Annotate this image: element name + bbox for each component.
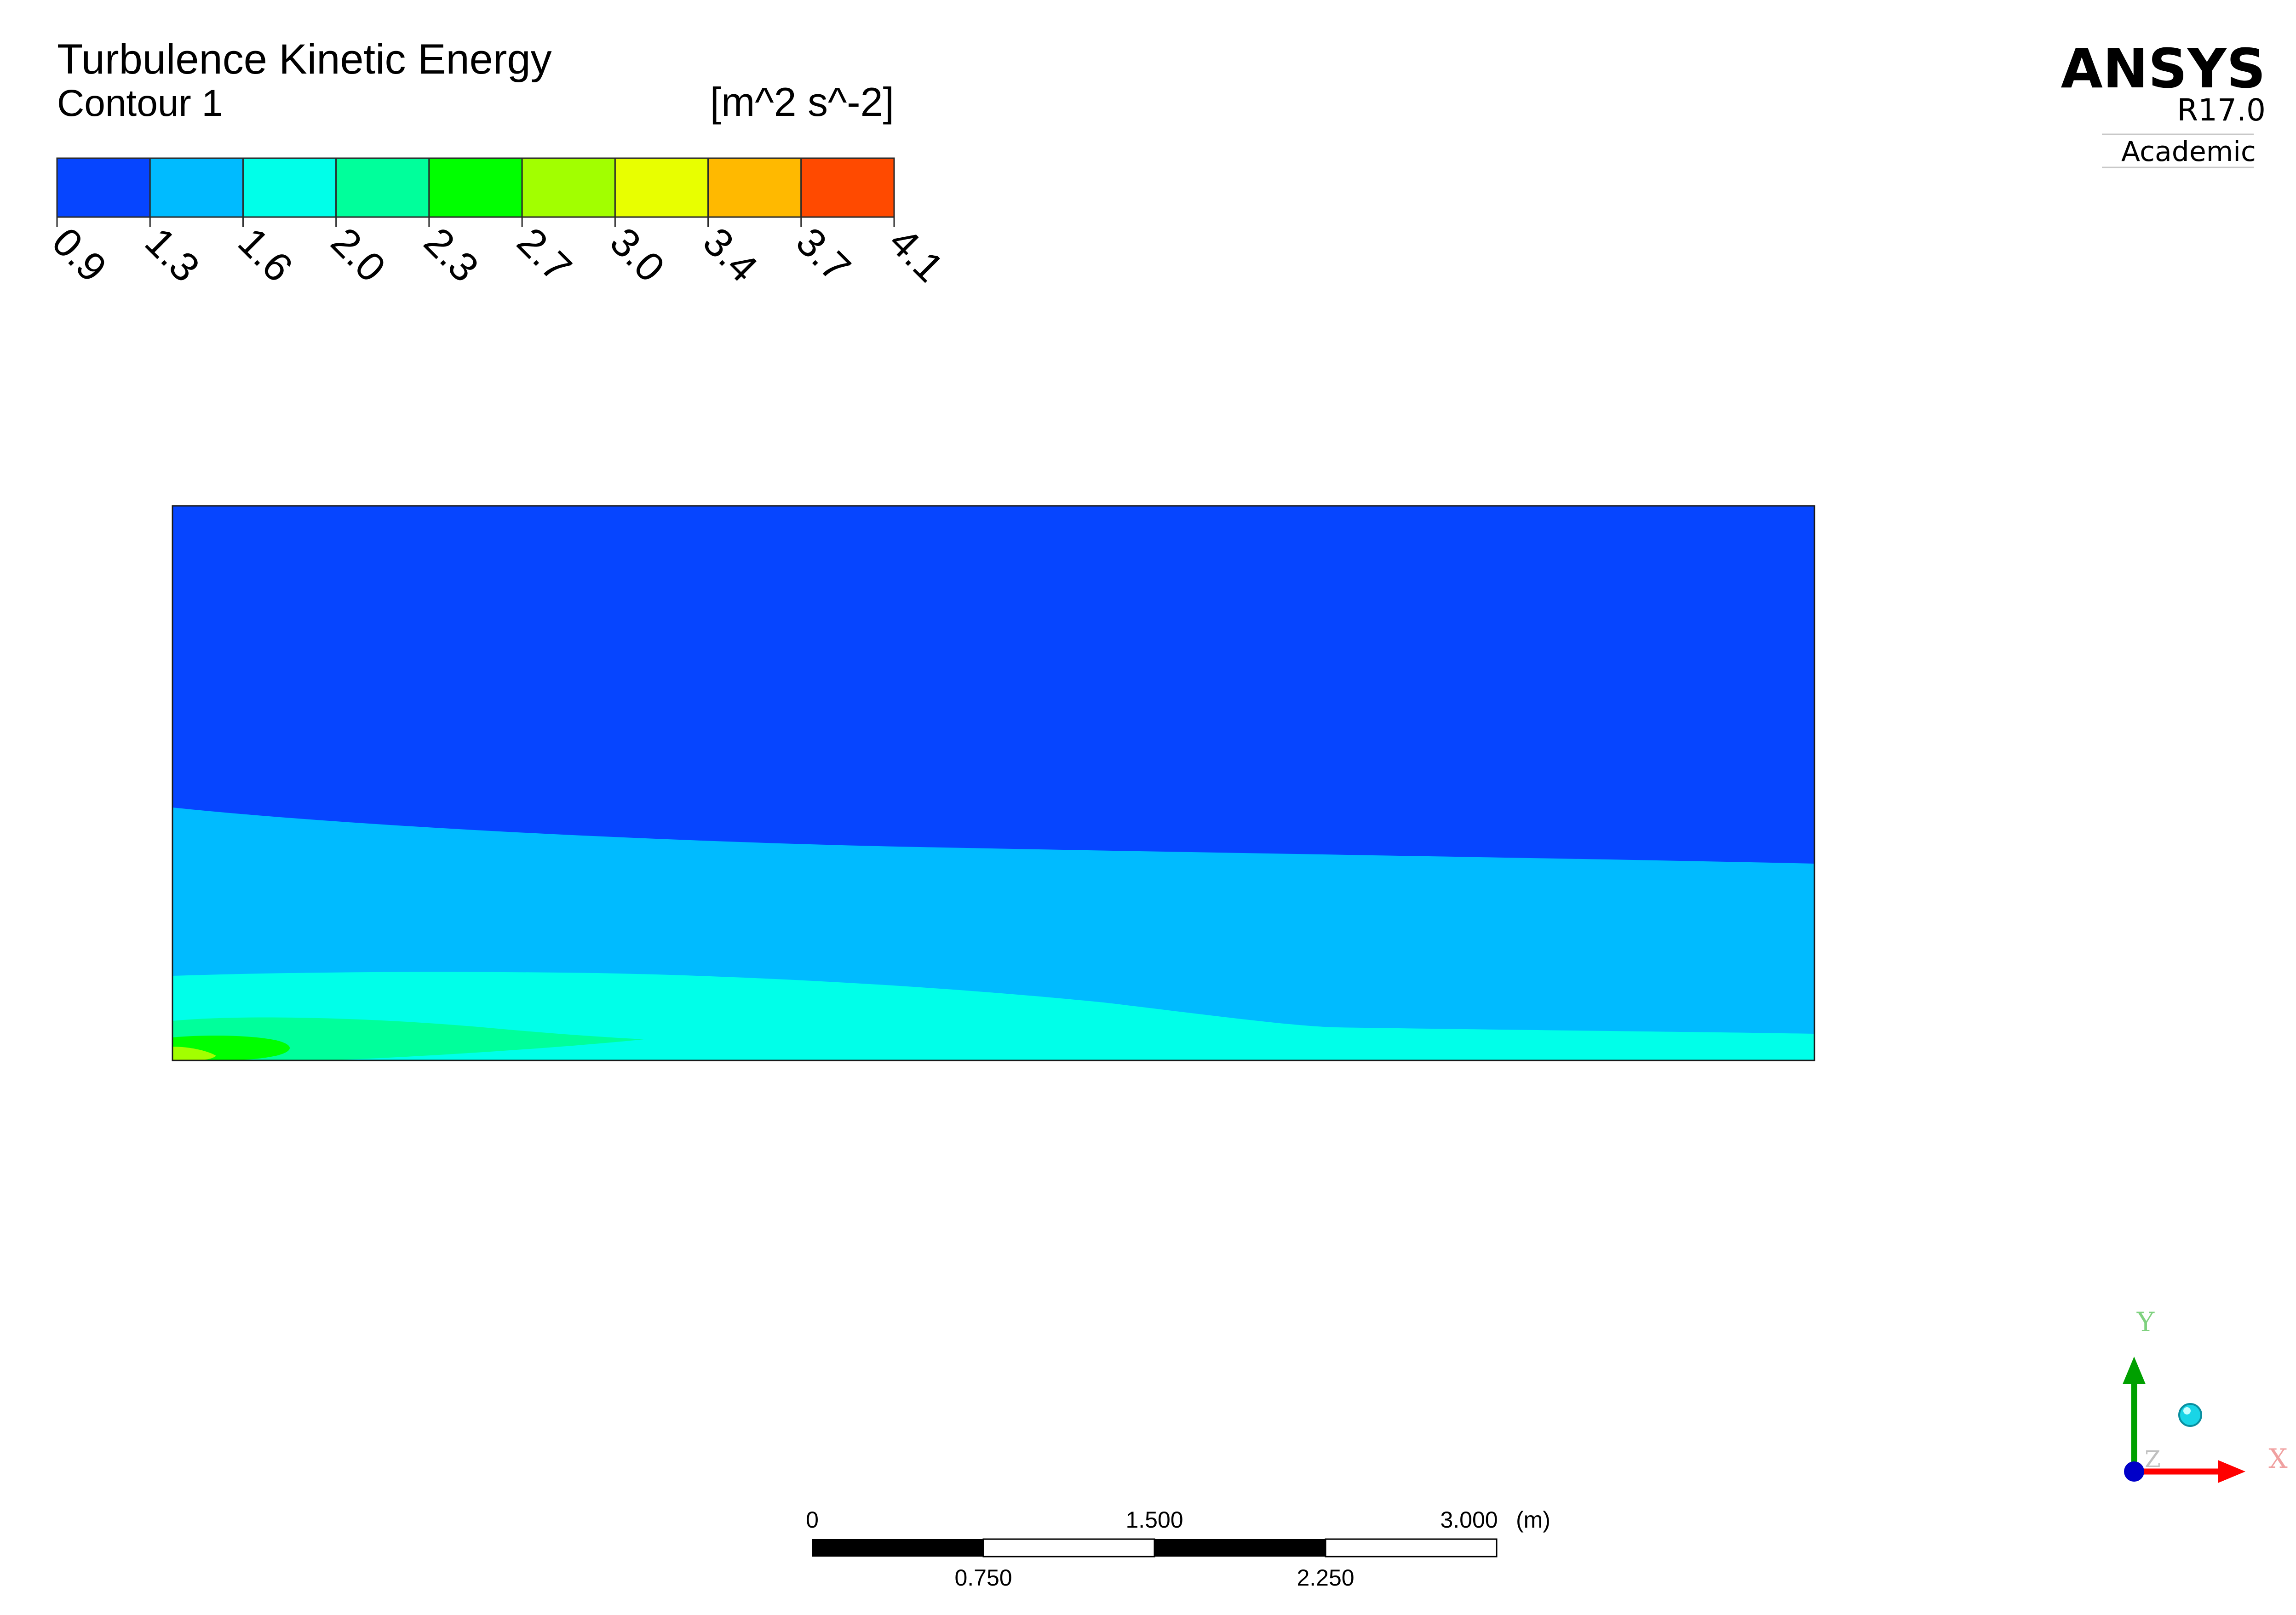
contour-plot — [172, 505, 1815, 1061]
legend-tick-labels: 0.9 1.3 1.6 2.0 2.3 2.7 3.0 3.4 3.7 4.1 — [44, 218, 953, 291]
legend-tick-label-4: 2.3 — [415, 218, 488, 291]
y-axis-label: Y — [2136, 1306, 2155, 1338]
legend-band-6 — [614, 157, 709, 218]
axes-triad: Z Y X — [2123, 1306, 2288, 1483]
scale-unit: (m) — [1516, 1507, 1550, 1533]
legend-band-2 — [242, 157, 337, 218]
ansys-logo: ANSYS R17.0 Academic — [2061, 37, 2266, 168]
legend-band-8 — [800, 157, 895, 218]
sphere-highlight — [2183, 1407, 2191, 1415]
legend-tick-label-2: 1.6 — [230, 218, 302, 291]
y-axis-arrowhead — [2123, 1357, 2146, 1384]
legend-band-1 — [149, 157, 244, 218]
scale-label-top-1: 1.500 — [1125, 1507, 1183, 1533]
scale-segment-1 — [812, 1539, 983, 1557]
legend-units: [m^2 s^-2] — [710, 79, 894, 125]
scale-label-bottom-1: 2.250 — [1297, 1565, 1354, 1591]
scale-label-bottom-0: 0.750 — [954, 1565, 1012, 1591]
x-axis-label: X — [2268, 1443, 2288, 1474]
scale-segment-4 — [1325, 1538, 1498, 1558]
legend-tick-label-9: 4.1 — [881, 218, 953, 291]
contour-outline — [172, 505, 1815, 1061]
scale-label-top-0: 0 — [806, 1507, 819, 1533]
legend-color-bands — [56, 157, 895, 227]
z-axis-origin-dot — [2124, 1461, 2144, 1482]
x-axis-arrowhead — [2218, 1460, 2245, 1483]
contour-region-2-7 — [172, 1047, 216, 1060]
legend-title: Turbulence Kinetic Energy — [57, 36, 552, 83]
legend-tick-label-7: 3.4 — [695, 218, 767, 291]
contour-region-2-0 — [172, 1017, 644, 1060]
legend-tick-label-1: 1.3 — [137, 218, 209, 291]
legend-tick-label-0: 0.9 — [44, 218, 116, 291]
legend-band-7 — [707, 157, 802, 218]
scale-segment-3 — [1154, 1539, 1326, 1557]
rotation-center-sphere-icon — [2178, 1403, 2202, 1427]
brand-edition: Academic — [2121, 136, 2256, 168]
scale-bar: 0 1.500 3.000 (m) 0.750 2.250 — [806, 1507, 1550, 1591]
legend-band-3 — [335, 157, 430, 218]
legend-band-5 — [521, 157, 616, 218]
legend-tick-label-8: 3.7 — [787, 218, 860, 291]
scale-segment-2 — [982, 1538, 1155, 1558]
legend-tick-label-5: 2.7 — [509, 218, 581, 291]
brand-name: ANSYS — [2061, 37, 2266, 100]
legend: Turbulence Kinetic Energy Contour 1 [m^2… — [44, 36, 953, 291]
legend-band-4 — [428, 157, 523, 218]
legend-tick-label-3: 2.0 — [322, 218, 395, 291]
legend-tick-label-6: 3.0 — [602, 218, 674, 291]
legend-band-0 — [56, 157, 151, 218]
brand-version: R17.0 — [2177, 92, 2266, 128]
scale-label-top-2: 3.000 — [1440, 1507, 1498, 1533]
legend-subtitle: Contour 1 — [57, 82, 223, 124]
z-axis-label: Z — [2145, 1446, 2161, 1472]
